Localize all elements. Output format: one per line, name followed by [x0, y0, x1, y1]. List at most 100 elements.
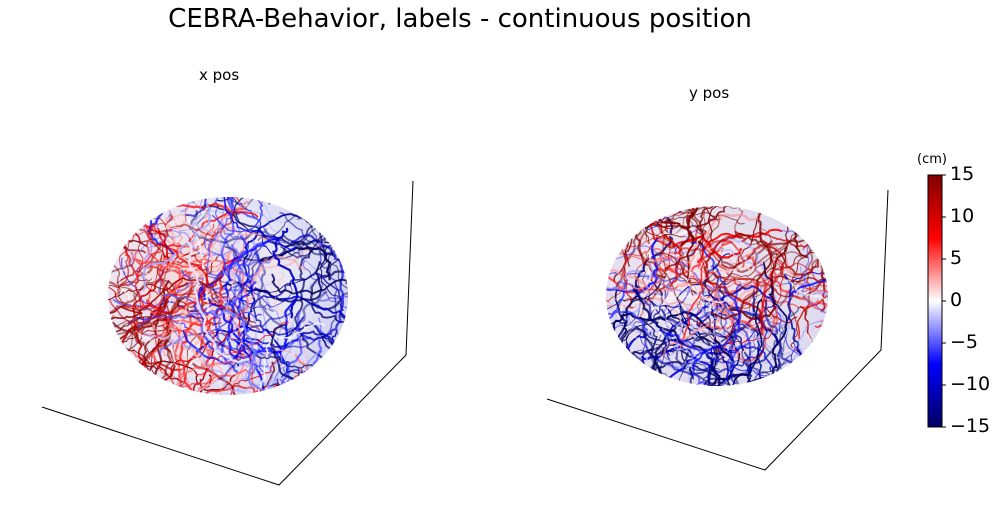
trajectory-trace — [186, 354, 259, 395]
trajectory-trace — [259, 362, 297, 395]
trajectory-trace — [645, 285, 716, 358]
trajectory-trace — [797, 282, 828, 317]
trajectory-trace — [279, 378, 328, 395]
trajectory-trace — [149, 197, 208, 248]
trajectory-trace — [820, 206, 828, 268]
trajectory-trace — [634, 310, 718, 386]
trajectory-trace — [790, 342, 828, 386]
trajectory-trace — [108, 224, 146, 254]
trajectory-trace — [606, 373, 751, 386]
colorbar-tick-label: −10 — [950, 373, 991, 395]
trajectory-trace — [272, 227, 299, 319]
trajectory-trace — [142, 329, 235, 395]
trajectory-trace — [796, 284, 828, 339]
trajectory-trace — [615, 206, 665, 290]
trajectory-trace — [211, 197, 264, 233]
trajectory-trace — [118, 216, 215, 274]
trajectory-trace — [623, 206, 724, 303]
trajectory-trace — [606, 271, 698, 349]
trajectory-trace — [790, 271, 828, 386]
trajectory-trace — [296, 197, 345, 224]
trajectory-trace — [738, 318, 788, 386]
trajectory-trace — [708, 312, 740, 386]
trajectory-trace — [339, 257, 348, 320]
trajectory-trace — [171, 358, 281, 395]
trajectory-trace — [157, 231, 216, 309]
trajectory-trace — [276, 378, 348, 395]
trajectory-trace — [702, 294, 768, 369]
trajectory-trace — [220, 305, 267, 391]
trajectory-trace — [711, 283, 780, 332]
embedding-sphere-left — [108, 197, 348, 395]
trajectory-trace — [606, 249, 727, 309]
trajectory-trace — [749, 206, 813, 271]
colorbar — [927, 174, 946, 428]
trajectory-trace — [606, 233, 627, 304]
trajectory-trace — [215, 309, 313, 395]
trajectory-trace — [725, 259, 777, 340]
trajectory-trace — [697, 261, 788, 386]
trajectory-trace — [150, 310, 215, 391]
axes-frame-right — [546, 189, 889, 471]
trajectory-trace — [216, 197, 342, 202]
trajectory-trace — [108, 283, 261, 345]
trajectory-trace — [640, 226, 696, 302]
trajectory-trace — [253, 272, 344, 336]
trajectory-trace — [675, 229, 817, 284]
trajectory-trace — [320, 235, 348, 297]
trajectory-trace — [613, 342, 653, 386]
trajectory-trace — [218, 197, 297, 251]
trajectory-trace — [219, 348, 292, 395]
panel-title-y-pos: y pos — [689, 84, 730, 102]
trajectory-trace — [693, 354, 792, 386]
trajectory-trace — [702, 232, 764, 337]
trajectory-trace — [699, 214, 729, 282]
trajectory-trace — [319, 197, 348, 266]
colorbar-tick-label: −5 — [950, 331, 979, 353]
trajectory-trace — [108, 336, 150, 364]
trajectory-trace — [720, 305, 775, 386]
trajectory-trace — [206, 197, 238, 204]
trajectory-trace — [224, 236, 292, 366]
colorbar-tick-label: 5 — [950, 247, 963, 269]
trajectory-trace — [206, 197, 277, 277]
trajectory-trace — [653, 304, 694, 361]
trajectory-trace — [287, 370, 348, 395]
trajectory-trace — [164, 354, 248, 395]
trajectory-trace — [196, 197, 242, 356]
trajectory-trace — [799, 266, 828, 359]
trajectory-trace — [786, 278, 828, 354]
trajectory-trace — [207, 275, 293, 310]
trajectory-trace — [654, 233, 828, 294]
trajectory-trace — [820, 230, 828, 312]
figure-title: CEBRA-Behavior, labels - continuous posi… — [168, 4, 752, 34]
trajectory-trace — [716, 257, 828, 299]
trajectory-trace — [132, 227, 170, 384]
trajectory-trace — [646, 253, 736, 330]
colorbar-tick-label: 0 — [950, 289, 963, 311]
trajectory-trace — [720, 243, 823, 276]
trajectory-trace — [606, 245, 673, 297]
trajectory-trace — [769, 206, 828, 284]
trajectory-trace — [654, 235, 745, 269]
trajectory-trace — [253, 246, 328, 332]
trajectory-trace — [140, 197, 167, 258]
colorbar-tick-label: 15 — [950, 163, 975, 185]
trajectory-trace — [137, 243, 242, 327]
trajectory-trace — [680, 261, 705, 349]
trajectory-trace — [268, 382, 348, 395]
trajectory-trace — [606, 206, 719, 221]
trajectory-trace — [712, 293, 828, 312]
trajectory-trace — [182, 281, 257, 365]
trajectory-trace — [257, 214, 348, 293]
trajectory-trace — [215, 197, 287, 257]
trajectory-trace — [233, 338, 326, 395]
trajectory-trace — [290, 234, 345, 342]
trajectory-trace — [257, 322, 326, 394]
trajectory-trace — [663, 285, 777, 352]
trajectory-trace — [711, 256, 784, 287]
trajectory-trace — [722, 298, 763, 386]
trajectory-trace — [760, 241, 798, 324]
trajectory-trace — [108, 276, 153, 292]
trajectory-trace — [793, 206, 828, 259]
